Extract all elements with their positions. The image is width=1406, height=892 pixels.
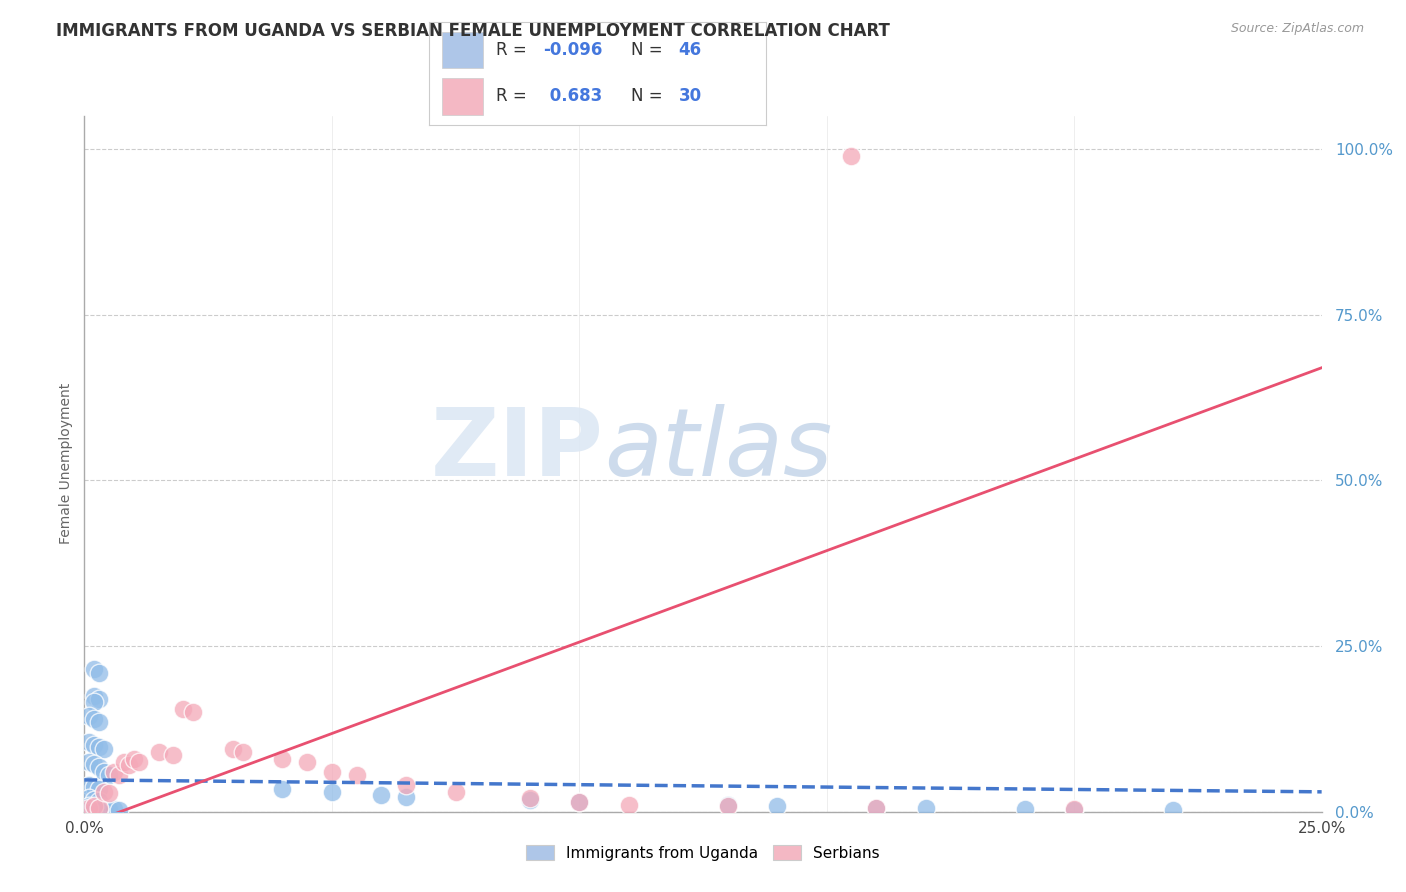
Point — [83, 799, 105, 814]
Y-axis label: Female Unemployment: Female Unemployment — [59, 384, 73, 544]
Point — [519, 791, 541, 805]
Point — [89, 739, 111, 754]
Text: R =: R = — [496, 41, 527, 59]
Text: R =: R = — [496, 87, 527, 105]
Point — [89, 692, 111, 706]
Point — [295, 755, 318, 769]
Point — [370, 788, 392, 802]
Point — [103, 764, 125, 779]
Point — [321, 785, 343, 799]
Point — [865, 801, 887, 815]
Point — [79, 791, 101, 805]
Point — [108, 768, 131, 782]
Text: -0.096: -0.096 — [544, 41, 603, 59]
Text: Source: ZipAtlas.com: Source: ZipAtlas.com — [1230, 22, 1364, 36]
Point — [841, 149, 863, 163]
Point — [717, 799, 740, 814]
Point — [148, 745, 170, 759]
Point — [128, 755, 150, 769]
Point — [1014, 802, 1036, 816]
Point — [766, 799, 789, 814]
Point — [271, 752, 294, 766]
Point — [395, 790, 418, 805]
Point — [98, 786, 121, 800]
Point — [83, 712, 105, 726]
Point — [83, 689, 105, 703]
Point — [79, 708, 101, 723]
Point — [79, 803, 101, 817]
Point — [395, 778, 418, 792]
Point — [1161, 804, 1184, 818]
Point — [172, 702, 194, 716]
Point — [112, 755, 135, 769]
Point — [93, 741, 115, 756]
Point — [83, 662, 105, 676]
Text: atlas: atlas — [605, 404, 832, 495]
Point — [83, 800, 105, 814]
Point — [108, 803, 131, 817]
Text: 0.683: 0.683 — [544, 87, 602, 105]
Point — [83, 793, 105, 807]
Point — [232, 745, 254, 759]
Point — [83, 780, 105, 794]
Point — [717, 798, 740, 813]
FancyBboxPatch shape — [443, 78, 482, 114]
Point — [914, 801, 936, 815]
Point — [83, 695, 105, 709]
Point — [93, 785, 115, 799]
Point — [89, 715, 111, 730]
Point — [89, 801, 111, 815]
Point — [93, 801, 115, 815]
Point — [321, 764, 343, 779]
Point — [346, 768, 368, 782]
Point — [222, 741, 245, 756]
Point — [93, 764, 115, 779]
FancyBboxPatch shape — [443, 31, 482, 69]
Point — [79, 801, 101, 815]
Point — [89, 794, 111, 808]
Point — [79, 735, 101, 749]
Point — [89, 804, 111, 818]
Point — [89, 781, 111, 796]
Point — [83, 757, 105, 772]
Point — [519, 793, 541, 807]
Text: ZIP: ZIP — [432, 404, 605, 496]
Point — [568, 795, 591, 809]
Point — [79, 799, 101, 814]
Point — [83, 803, 105, 817]
Point — [1063, 803, 1085, 817]
Text: IMMIGRANTS FROM UGANDA VS SERBIAN FEMALE UNEMPLOYMENT CORRELATION CHART: IMMIGRANTS FROM UGANDA VS SERBIAN FEMALE… — [56, 22, 890, 40]
Point — [122, 752, 145, 766]
Text: N =: N = — [631, 87, 662, 105]
Point — [83, 739, 105, 753]
Point — [98, 768, 121, 782]
Point — [568, 795, 591, 809]
Point — [617, 798, 640, 813]
Point — [103, 802, 125, 816]
Text: N =: N = — [631, 41, 662, 59]
Point — [79, 778, 101, 792]
Point — [181, 706, 204, 720]
Point — [865, 801, 887, 815]
Point — [89, 665, 111, 680]
Point — [162, 748, 184, 763]
Text: 30: 30 — [679, 87, 702, 105]
Point — [98, 802, 121, 816]
Legend: Immigrants from Uganda, Serbians: Immigrants from Uganda, Serbians — [520, 838, 886, 867]
Point — [89, 801, 111, 815]
Point — [444, 785, 467, 799]
Point — [79, 755, 101, 769]
Point — [271, 781, 294, 796]
Point — [118, 758, 141, 772]
Point — [89, 759, 111, 773]
Point — [1063, 802, 1085, 816]
Text: 46: 46 — [679, 41, 702, 59]
